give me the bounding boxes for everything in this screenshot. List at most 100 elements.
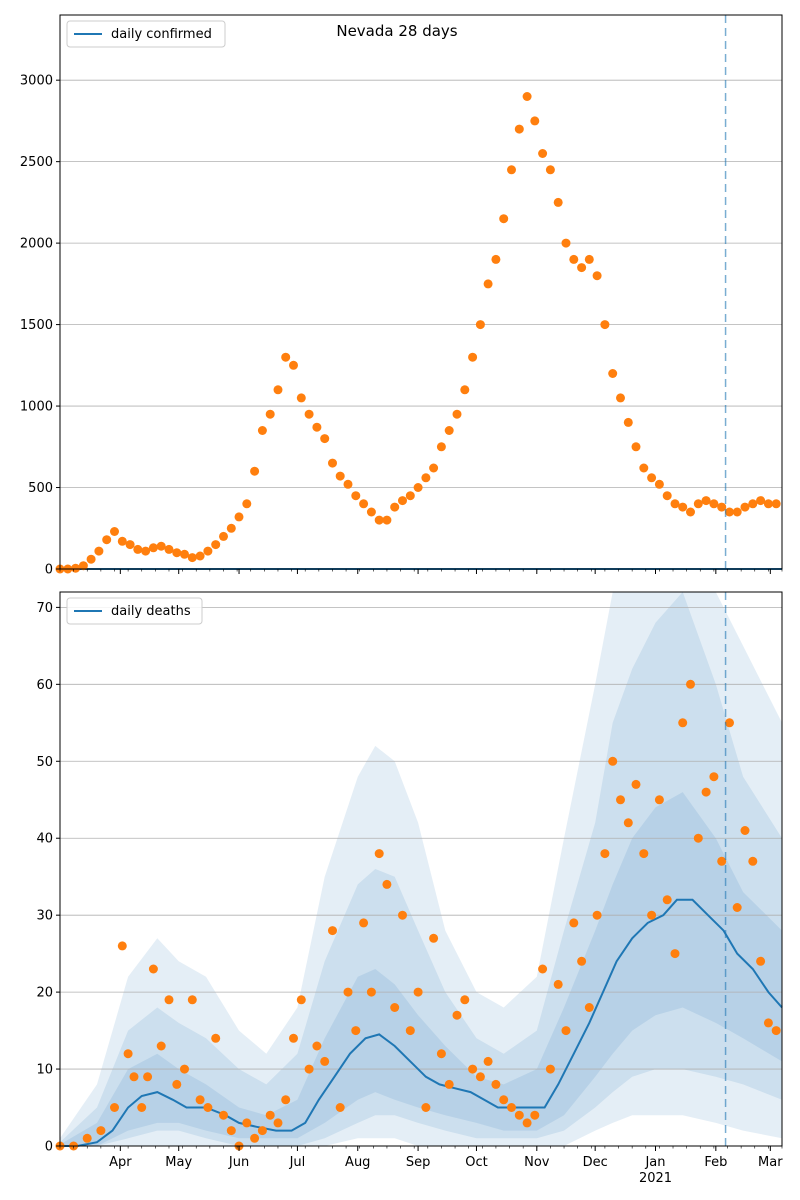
data-point: [725, 718, 734, 728]
data-point: [522, 92, 532, 101]
confirmed-axes-frame: [59, 14, 783, 570]
y-tick-label: 10: [36, 1063, 53, 1078]
data-point: [296, 393, 306, 403]
data-point: [172, 1079, 182, 1089]
data-point: [405, 491, 415, 501]
data-point: [195, 551, 205, 561]
x-tick-label: Dec: [583, 1155, 608, 1170]
data-point: [141, 546, 151, 556]
data-point: [468, 352, 478, 362]
data-point: [421, 1103, 431, 1112]
x-tick-label: Feb: [704, 1155, 727, 1170]
data-point: [732, 903, 742, 912]
deaths-panel: 0 10 20 30 40 50 60 70 Apr May Jun Jul Aug Sep Oct Nov…: [36, 591, 783, 1186]
data-point: [561, 238, 571, 248]
data-point: [763, 1018, 773, 1028]
data-point: [382, 515, 392, 525]
data-point: [756, 496, 766, 506]
data-point: [137, 1103, 147, 1112]
data-point: [647, 910, 657, 920]
data-point: [421, 473, 431, 483]
data-point: [740, 826, 750, 835]
y-tick-label: 500: [28, 481, 53, 496]
legend-label-confirmed: daily confirmed: [111, 27, 212, 42]
deaths-x-ticks: Apr May Jun Jul Aug Sep Oct Nov Dec Jan Feb Mar 2021: [59, 1146, 783, 1186]
data-point: [701, 787, 711, 797]
data-point: [304, 409, 314, 419]
data-point: [530, 1110, 540, 1120]
data-point: [257, 1126, 267, 1136]
data-point: [273, 1118, 283, 1128]
data-point: [639, 849, 649, 859]
data-point: [203, 546, 213, 556]
confirmed-points: [55, 92, 781, 574]
band-outer: [60, 592, 782, 1146]
x-tick-label: Jun: [228, 1155, 249, 1170]
data-point: [670, 949, 680, 959]
data-point: [514, 124, 524, 134]
data-point: [429, 933, 439, 943]
band-inner: [60, 792, 782, 1146]
deaths-y-ticks: 0 10 20 30 40 50 60 70: [36, 601, 60, 1155]
data-point: [187, 553, 197, 563]
data-point: [289, 1033, 298, 1043]
y-tick-label: 2000: [20, 237, 53, 252]
legend-box: [66, 597, 203, 625]
data-point: [312, 422, 322, 432]
data-point: [608, 369, 618, 378]
deaths-uncertainty-bands: [60, 592, 782, 1146]
data-point: [678, 502, 688, 512]
data-point: [507, 165, 516, 175]
data-point: [164, 995, 174, 1005]
data-point: [78, 561, 88, 571]
data-point: [242, 1118, 252, 1128]
data-point: [561, 1026, 571, 1036]
data-point: [756, 956, 766, 966]
data-point: [452, 1010, 462, 1020]
data-point: [96, 1126, 106, 1136]
data-point: [740, 502, 750, 512]
data-point: [312, 1041, 322, 1051]
data-point: [444, 1079, 454, 1089]
data-point: [328, 926, 337, 936]
data-point: [553, 979, 563, 989]
data-point: [219, 1110, 228, 1120]
y-tick-label: 1000: [20, 400, 53, 415]
data-point: [143, 1072, 153, 1082]
data-point: [366, 987, 376, 997]
data-point: [654, 479, 664, 489]
data-point: [616, 393, 625, 403]
y-tick-label: 50: [36, 755, 53, 770]
data-point: [483, 279, 493, 289]
data-point: [94, 546, 104, 556]
data-point: [123, 1049, 133, 1059]
data-point: [265, 409, 275, 419]
x-tick-label: Apr: [109, 1155, 132, 1170]
data-point: [693, 499, 703, 509]
data-point: [530, 116, 540, 126]
data-point: [584, 254, 594, 264]
data-point: [257, 426, 267, 435]
deaths-trend-line: [60, 898, 783, 1147]
data-point: [71, 563, 81, 573]
data-point: [265, 1110, 275, 1120]
data-point: [569, 918, 579, 928]
data-point: [398, 910, 407, 920]
data-point: [250, 466, 260, 476]
band-middle: [60, 592, 782, 1146]
data-point: [623, 417, 633, 427]
confirmed-x-ticks: [59, 569, 783, 574]
data-point: [553, 197, 563, 207]
data-point: [545, 1064, 555, 1074]
data-point: [343, 987, 353, 997]
data-point: [771, 499, 781, 509]
data-point: [475, 320, 485, 330]
data-point: [281, 352, 291, 362]
x-tick-label: Aug: [345, 1155, 370, 1170]
data-point: [398, 496, 407, 506]
data-point: [592, 271, 602, 281]
data-point: [180, 549, 189, 559]
data-point: [335, 471, 345, 481]
